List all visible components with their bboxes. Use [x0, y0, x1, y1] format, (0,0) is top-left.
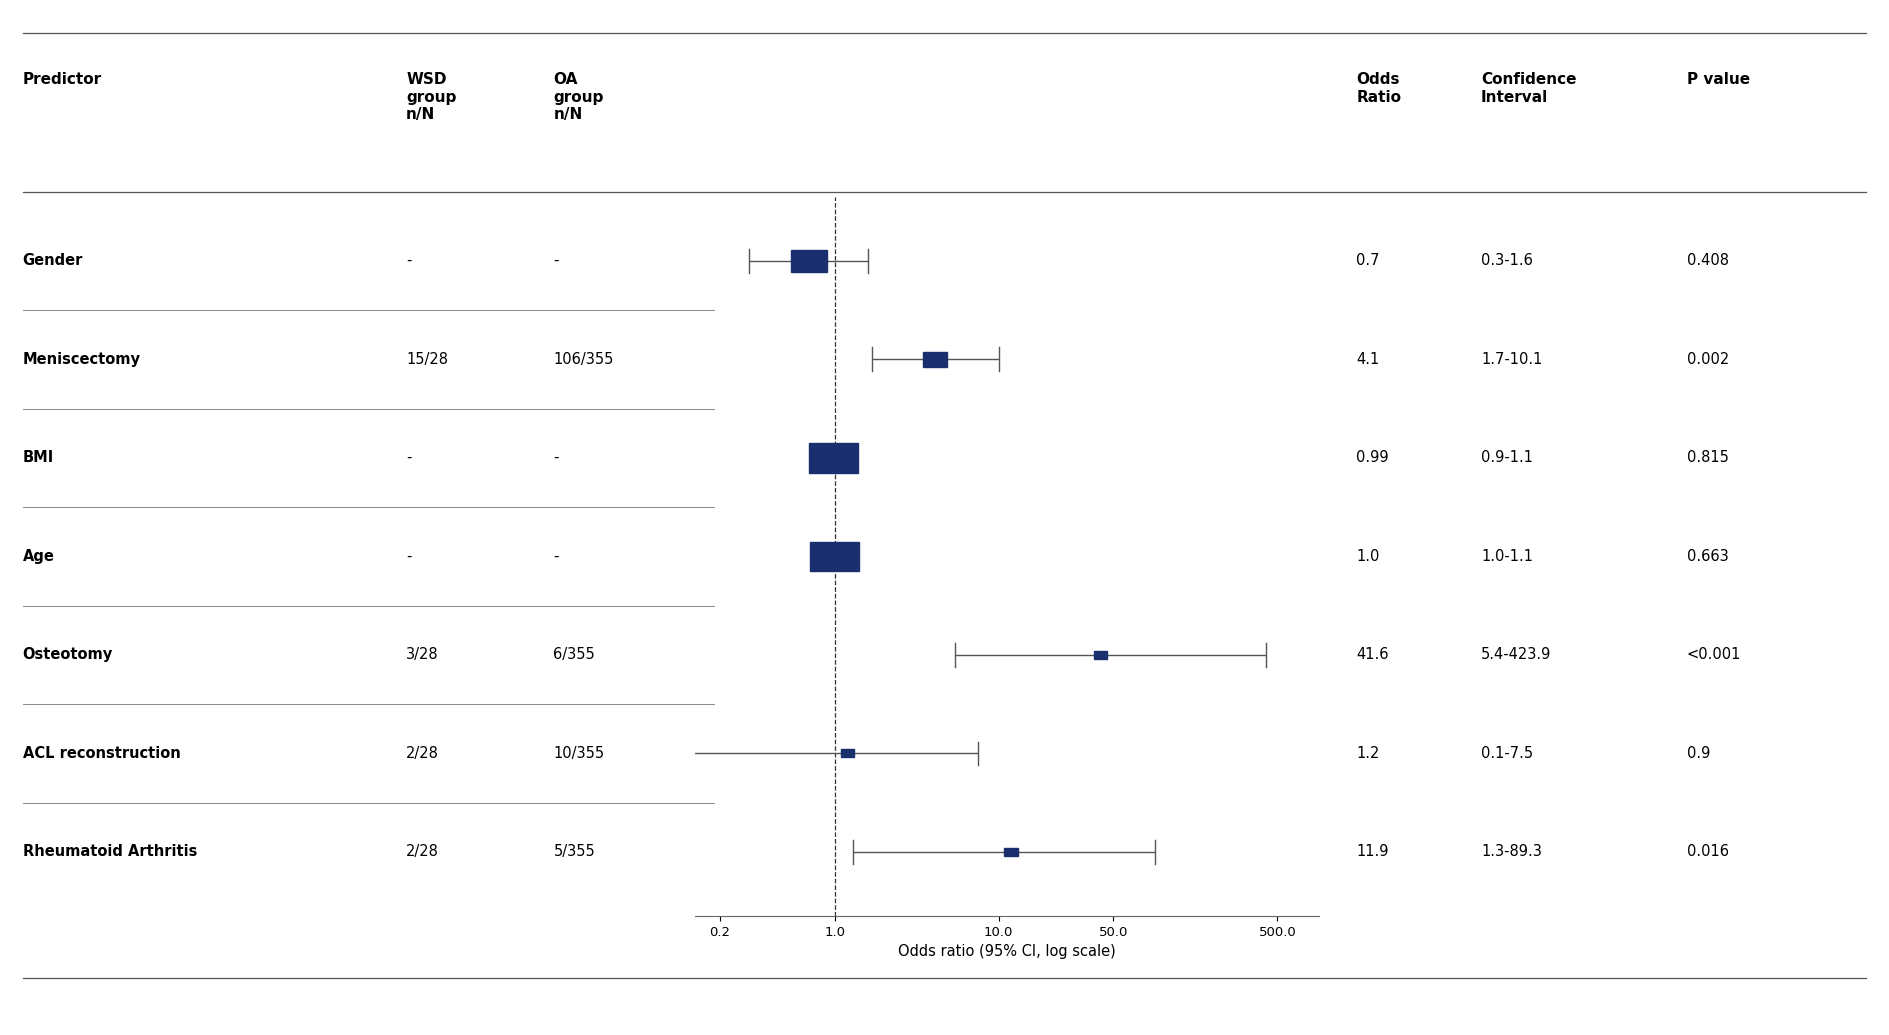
- Text: Meniscectomy: Meniscectomy: [23, 352, 140, 366]
- Text: 0.9-1.1: 0.9-1.1: [1481, 450, 1534, 466]
- Text: Rheumatoid Arthritis: Rheumatoid Arthritis: [23, 845, 196, 859]
- Text: 1.3-89.3: 1.3-89.3: [1481, 845, 1541, 859]
- Text: Osteotomy: Osteotomy: [23, 647, 113, 662]
- Text: -: -: [553, 549, 559, 564]
- Text: 5/355: 5/355: [553, 845, 595, 859]
- Text: 0.9: 0.9: [1687, 746, 1710, 761]
- Text: -: -: [553, 254, 559, 268]
- Text: 1.0: 1.0: [1356, 549, 1379, 564]
- FancyBboxPatch shape: [791, 249, 827, 271]
- FancyBboxPatch shape: [1005, 848, 1018, 856]
- Text: 0.663: 0.663: [1687, 549, 1728, 564]
- Text: 11.9: 11.9: [1356, 845, 1388, 859]
- Text: 1.7-10.1: 1.7-10.1: [1481, 352, 1541, 366]
- X-axis label: Odds ratio (95% CI, log scale): Odds ratio (95% CI, log scale): [897, 944, 1116, 959]
- Text: <0.001: <0.001: [1687, 647, 1742, 662]
- Text: BMI: BMI: [23, 450, 55, 466]
- Text: -: -: [406, 254, 412, 268]
- Text: -: -: [406, 450, 412, 466]
- Text: 0.002: 0.002: [1687, 352, 1728, 366]
- FancyBboxPatch shape: [1094, 651, 1107, 659]
- Text: 4.1: 4.1: [1356, 352, 1379, 366]
- Text: 106/355: 106/355: [553, 352, 614, 366]
- Text: -: -: [553, 450, 559, 466]
- Text: Gender: Gender: [23, 254, 83, 268]
- Text: 15/28: 15/28: [406, 352, 448, 366]
- Text: 2/28: 2/28: [406, 845, 438, 859]
- Text: 0.7: 0.7: [1356, 254, 1379, 268]
- Text: 3/28: 3/28: [406, 647, 438, 662]
- Text: -: -: [406, 549, 412, 564]
- FancyBboxPatch shape: [841, 749, 854, 758]
- Text: 0.815: 0.815: [1687, 450, 1728, 466]
- FancyBboxPatch shape: [808, 443, 858, 473]
- Text: OA
group
n/N: OA group n/N: [553, 72, 604, 122]
- Text: Confidence
Interval: Confidence Interval: [1481, 72, 1577, 105]
- Text: 5.4-423.9: 5.4-423.9: [1481, 647, 1551, 662]
- Text: 0.016: 0.016: [1687, 845, 1728, 859]
- Text: 0.3-1.6: 0.3-1.6: [1481, 254, 1532, 268]
- Text: 0.99: 0.99: [1356, 450, 1388, 466]
- Text: Age: Age: [23, 549, 55, 564]
- Text: P value: P value: [1687, 72, 1749, 87]
- Text: 0.408: 0.408: [1687, 254, 1728, 268]
- Text: 10/355: 10/355: [553, 746, 604, 761]
- Text: 0.1-7.5: 0.1-7.5: [1481, 746, 1534, 761]
- Text: ACL reconstruction: ACL reconstruction: [23, 746, 181, 761]
- FancyBboxPatch shape: [810, 541, 859, 571]
- Text: 2/28: 2/28: [406, 746, 438, 761]
- Text: WSD
group
n/N: WSD group n/N: [406, 72, 457, 122]
- Text: 1.0-1.1: 1.0-1.1: [1481, 549, 1534, 564]
- Text: Odds
Ratio: Odds Ratio: [1356, 72, 1402, 105]
- Text: Predictor: Predictor: [23, 72, 102, 87]
- Text: 6/355: 6/355: [553, 647, 595, 662]
- Text: 41.6: 41.6: [1356, 647, 1388, 662]
- FancyBboxPatch shape: [924, 352, 948, 366]
- Text: 1.2: 1.2: [1356, 746, 1379, 761]
